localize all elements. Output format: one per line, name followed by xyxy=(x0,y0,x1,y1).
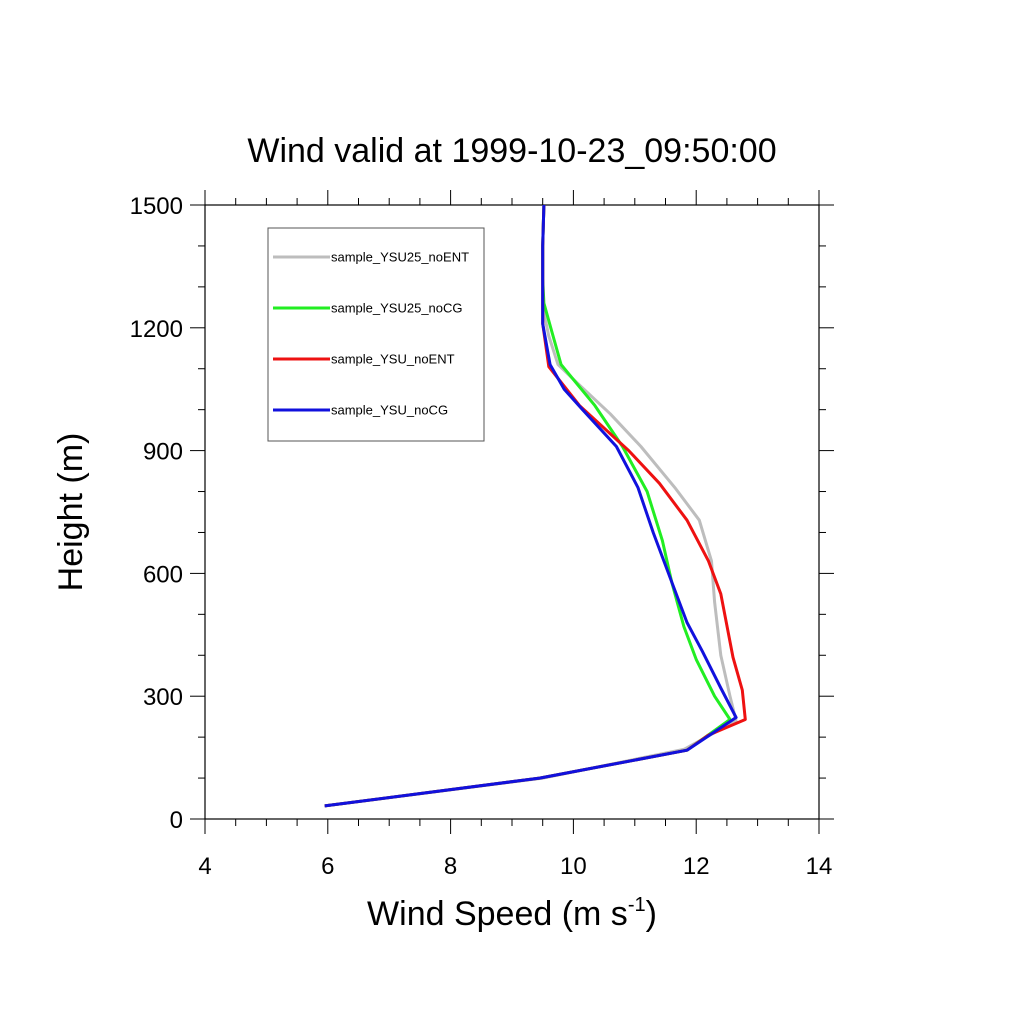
y-axis-label: Height (m) xyxy=(52,433,90,592)
x-tick-label: 14 xyxy=(806,853,833,880)
legend-label: sample_YSU_noCG xyxy=(331,403,448,418)
x-tick-label: 10 xyxy=(560,853,587,880)
legend-label: sample_YSU_noENT xyxy=(331,352,455,367)
series-lines xyxy=(324,204,747,808)
x-axis-label: Wind Speed (m s-1) xyxy=(367,894,657,933)
series-line xyxy=(324,204,738,808)
x-tick-label: 6 xyxy=(321,853,334,880)
y-tick-label: 900 xyxy=(143,439,183,466)
legend-box xyxy=(267,227,485,442)
y-tick-label: 0 xyxy=(170,807,183,834)
axis-ticks xyxy=(190,190,834,834)
x-tick-label: 12 xyxy=(683,853,710,880)
legend: sample_YSU25_noENT sample_YSU25_noCGsampl… xyxy=(267,227,485,442)
legend-label: sample_YSU25_noENT xyxy=(331,250,469,265)
x-tick-label: 8 xyxy=(444,853,457,880)
y-tick-label: 1500 xyxy=(130,193,183,220)
y-tick-label: 600 xyxy=(143,561,183,588)
legend-label: sample_YSU25_noCG xyxy=(331,301,463,316)
chart-title: Wind valid at 1999-10-23_09:50:00 xyxy=(247,132,776,170)
x-tick-label: 4 xyxy=(198,853,211,880)
x-tick-labels: 4 6 8 10 12 14 xyxy=(198,853,832,880)
y-tick-label: 300 xyxy=(143,684,183,711)
y-tick-labels: 0 300 600 900 1200 1500 xyxy=(130,193,183,834)
y-tick-label: 1200 xyxy=(130,316,183,343)
